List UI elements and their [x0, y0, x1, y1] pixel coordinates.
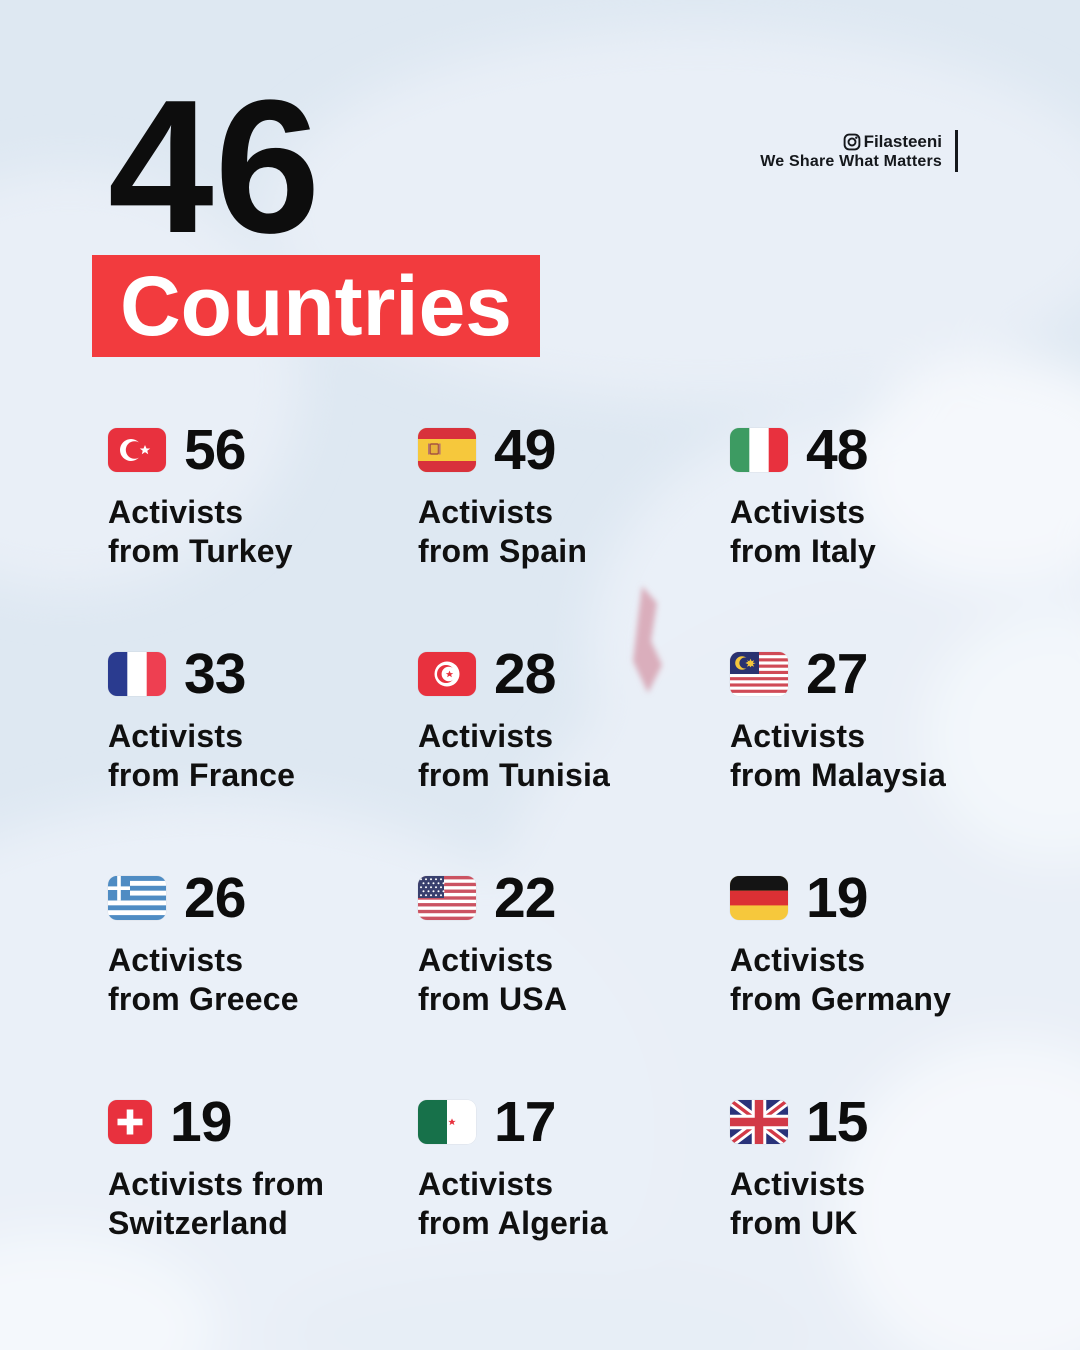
activist-label-line2: from Italy: [730, 533, 877, 569]
country-card-top: 22: [418, 869, 730, 926]
headline-count: 46: [108, 61, 322, 273]
activist-count: 22: [494, 865, 556, 930]
country-card-top: 28: [418, 645, 730, 702]
spain-flag-icon: [418, 428, 476, 472]
country-card-italy: 48 Activists from Italy: [730, 421, 1060, 652]
activist-count: 28: [494, 641, 556, 706]
country-card-top: 49: [418, 421, 730, 478]
activist-label-line2: from Germany: [730, 981, 952, 1017]
country-card-top: 19: [108, 1093, 418, 1150]
country-card-usa: 22 Activists from USA: [418, 869, 730, 1100]
activist-label-line2: from Turkey: [108, 533, 293, 569]
country-card-tunisia: 28 Activists from Tunisia: [418, 645, 730, 876]
activist-label: Activists from Malaysia: [730, 717, 1060, 795]
activist-label: Activists from France: [108, 717, 418, 795]
country-card-top: 17: [418, 1093, 730, 1150]
country-card-switzerland: 19 Activists from Switzerland: [108, 1093, 418, 1324]
algeria-flag-icon: [418, 1100, 476, 1144]
activist-label-line1: Activists: [418, 494, 554, 530]
country-card-top: 26: [108, 869, 418, 926]
palestine-region-highlight: [633, 586, 662, 693]
country-card-top: 56: [108, 421, 418, 478]
country-card-france: 33 Activists from France: [108, 645, 418, 876]
activist-label-line2: from USA: [418, 981, 568, 1017]
logo-handle: Filasteeni: [863, 131, 942, 151]
country-card-top: 27: [730, 645, 1060, 702]
brand-logo: Filasteeni We Share What Matters: [760, 130, 958, 172]
instagram-icon: [843, 133, 861, 151]
activist-count: 19: [806, 865, 868, 930]
activist-count: 15: [806, 1089, 868, 1154]
activist-label-line1: Activists: [108, 494, 244, 530]
activist-label-line1: Activists: [730, 1166, 866, 1202]
activist-count: 27: [806, 641, 868, 706]
activist-count: 56: [184, 417, 246, 482]
headline-title: Countries: [120, 259, 513, 353]
activist-count: 17: [494, 1089, 556, 1154]
activist-label-line2: Switzerland: [108, 1205, 289, 1241]
country-card-uk: 15 Activists from UK: [730, 1093, 1060, 1324]
country-card-turkey: 56 Activists from Turkey: [108, 421, 418, 652]
activist-label-line2: from Spain: [418, 533, 588, 569]
activist-label: Activists from Greece: [108, 941, 418, 1019]
activist-label-line2: from Malaysia: [730, 757, 947, 793]
activist-label-line1: Activists: [730, 942, 866, 978]
italy-flag-icon: [730, 428, 788, 472]
activist-label-line2: from Algeria: [418, 1205, 608, 1241]
activist-label-line1: Activists: [418, 718, 554, 754]
activist-label-line1: Activists: [108, 718, 244, 754]
activist-label-line1: Activists: [730, 494, 866, 530]
activist-label: Activists from Switzerland: [108, 1165, 418, 1243]
logo-text: Filasteeni We Share What Matters: [760, 132, 942, 171]
activist-count: 48: [806, 417, 868, 482]
activist-label: Activists from Algeria: [418, 1165, 730, 1243]
uk-flag-icon: [730, 1100, 788, 1144]
greece-flag-icon: [108, 876, 166, 920]
country-card-algeria: 17 Activists from Algeria: [418, 1093, 730, 1324]
country-card-top: 15: [730, 1093, 1060, 1150]
activist-count: 19: [170, 1089, 232, 1154]
activist-label-line2: from UK: [730, 1205, 858, 1241]
logo-divider: [955, 130, 958, 172]
logo-handle-row: Filasteeni: [843, 132, 942, 152]
activist-label: Activists from Tunisia: [418, 717, 730, 795]
logo-tagline: We Share What Matters: [760, 152, 942, 170]
activist-label: Activists from Spain: [418, 493, 730, 571]
activist-label: Activists from USA: [418, 941, 730, 1019]
tunisia-flag-icon: [418, 652, 476, 696]
activist-count: 33: [184, 641, 246, 706]
headline-title-box: Countries: [92, 255, 541, 357]
country-card-greece: 26 Activists from Greece: [108, 869, 418, 1100]
activist-label-line1: Activists: [418, 1166, 554, 1202]
activist-label-line1: Activists: [418, 942, 554, 978]
germany-flag-icon: [730, 876, 788, 920]
activist-label: Activists from Italy: [730, 493, 1060, 571]
activist-label-line2: from Greece: [108, 981, 299, 1017]
turkey-flag-icon: [108, 428, 166, 472]
activist-count: 26: [184, 865, 246, 930]
activist-label-line1: Activists: [730, 718, 866, 754]
countries-grid: 56 Activists from Turkey 49 Activists from Sp…: [108, 421, 1060, 1324]
country-card-germany: 19 Activists from Germany: [730, 869, 1060, 1100]
country-card-spain: 49 Activists from Spain: [418, 421, 730, 652]
france-flag-icon: [108, 652, 166, 696]
activist-label: Activists from UK: [730, 1165, 1060, 1243]
activist-label-line1: Activists from: [108, 1166, 325, 1202]
activist-label: Activists from Germany: [730, 941, 1060, 1019]
country-card-malaysia: 27 Activists from Malaysia: [730, 645, 1060, 876]
activist-label: Activists from Turkey: [108, 493, 418, 571]
activist-label-line1: Activists: [108, 942, 244, 978]
activist-count: 49: [494, 417, 556, 482]
activist-label-line2: from Tunisia: [418, 757, 611, 793]
country-card-top: 19: [730, 869, 1060, 926]
switzerland-flag-icon: [108, 1100, 152, 1144]
country-card-top: 48: [730, 421, 1060, 478]
usa-flag-icon: [418, 876, 476, 920]
activist-label-line2: from France: [108, 757, 296, 793]
country-card-top: 33: [108, 645, 418, 702]
malaysia-flag-icon: [730, 652, 788, 696]
